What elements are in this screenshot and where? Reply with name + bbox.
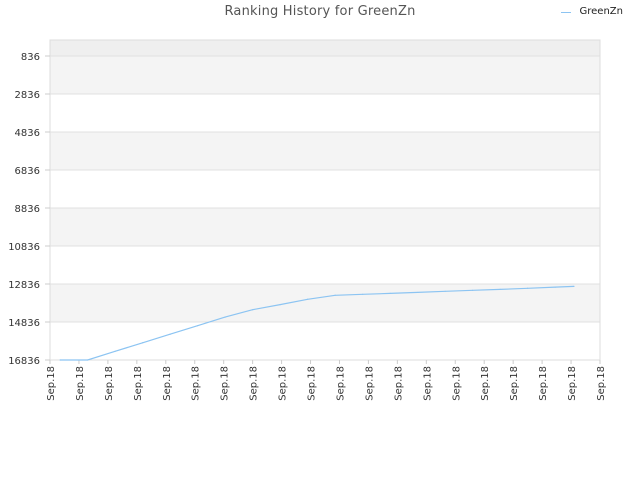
grid-band (50, 40, 600, 56)
x-tick-label: Sep.18 (509, 366, 520, 401)
data-point[interactable] (252, 309, 254, 311)
x-tick-label: Sep.18 (133, 366, 144, 401)
data-point[interactable] (444, 290, 446, 292)
data-point[interactable] (417, 291, 419, 294)
data-point[interactable] (279, 303, 281, 306)
data-point[interactable] (573, 285, 575, 287)
data-point[interactable] (87, 359, 89, 361)
x-axis-ticks: Sep.18 Sep.18 Sep.18 Sep.18 Sep.18 Sep.18 Sep.… (46, 360, 607, 401)
legend-swatch-greenzn (560, 12, 571, 13)
grid-band (50, 208, 600, 246)
data-point[interactable] (169, 333, 171, 335)
legend-label-greenzn: GreenZn (579, 6, 623, 17)
y-tick-label: 14836 (8, 318, 40, 329)
data-point[interactable] (499, 288, 501, 290)
grid-band (50, 322, 600, 360)
grid-band (50, 94, 600, 132)
grid-band (50, 132, 600, 170)
data-point[interactable] (334, 294, 336, 296)
x-tick-label: Sep.18 (596, 366, 607, 401)
x-tick-label: Sep.18 (278, 366, 289, 401)
x-tick-label: Sep.18 (422, 366, 433, 401)
series-layer (59, 285, 575, 361)
x-tick-label: Sep.18 (104, 366, 115, 401)
data-point[interactable] (472, 289, 474, 291)
x-tick-label: Sep.18 (162, 366, 173, 401)
y-tick-label: 4836 (15, 128, 40, 139)
grid-band (50, 56, 600, 94)
y-tick-label: 10836 (8, 242, 40, 253)
x-tick-label: Sep.18 (249, 366, 260, 401)
plot-frame (49, 39, 601, 361)
series-line-greenzn[interactable] (60, 285, 574, 361)
x-tick-label: Sep.18 (335, 366, 346, 401)
legend[interactable]: GreenZn (560, 6, 623, 17)
x-tick-label: Sep.18 (220, 366, 231, 401)
y-axis-ticks: 836 2836 4836 6836 8836 10836 12836 14836 16836 (8, 52, 50, 367)
x-tick-label: Sep.18 (393, 366, 404, 401)
x-tick-label: Sep.18 (451, 366, 462, 401)
x-tick-label: Sep.18 (191, 366, 202, 401)
data-point[interactable] (554, 286, 556, 288)
grid-bands (50, 40, 600, 360)
data-point[interactable] (142, 342, 144, 344)
y-tick-label: 6836 (15, 166, 40, 177)
grid-band (50, 284, 600, 322)
data-point[interactable] (114, 350, 116, 352)
data-point[interactable] (59, 359, 61, 361)
y-tick-label: 12836 (8, 280, 40, 291)
grid-band (50, 246, 600, 284)
x-tick-label: Sep.18 (364, 366, 375, 401)
data-point[interactable] (197, 325, 199, 327)
data-point[interactable] (362, 293, 364, 295)
x-tick-label: Sep.18 (75, 366, 86, 401)
data-point[interactable] (527, 287, 529, 289)
x-tick-label: Sep.18 (567, 366, 578, 401)
y-tick-label: 836 (21, 52, 40, 63)
y-tick-label: 2836 (15, 90, 40, 101)
data-point[interactable] (224, 316, 226, 318)
data-point[interactable] (389, 292, 391, 294)
x-tick-label: Sep.18 (480, 366, 491, 401)
grid-band (50, 170, 600, 208)
x-tick-label: Sep.18 (538, 366, 549, 401)
data-point[interactable] (307, 298, 309, 300)
x-tick-label: Sep.18 (307, 366, 318, 401)
chart-title: Ranking History for GreenZn (224, 4, 416, 19)
y-tick-label: 8836 (15, 204, 40, 215)
x-tick-label: Sep.18 (46, 366, 57, 401)
y-tick-label: 16836 (8, 356, 40, 367)
